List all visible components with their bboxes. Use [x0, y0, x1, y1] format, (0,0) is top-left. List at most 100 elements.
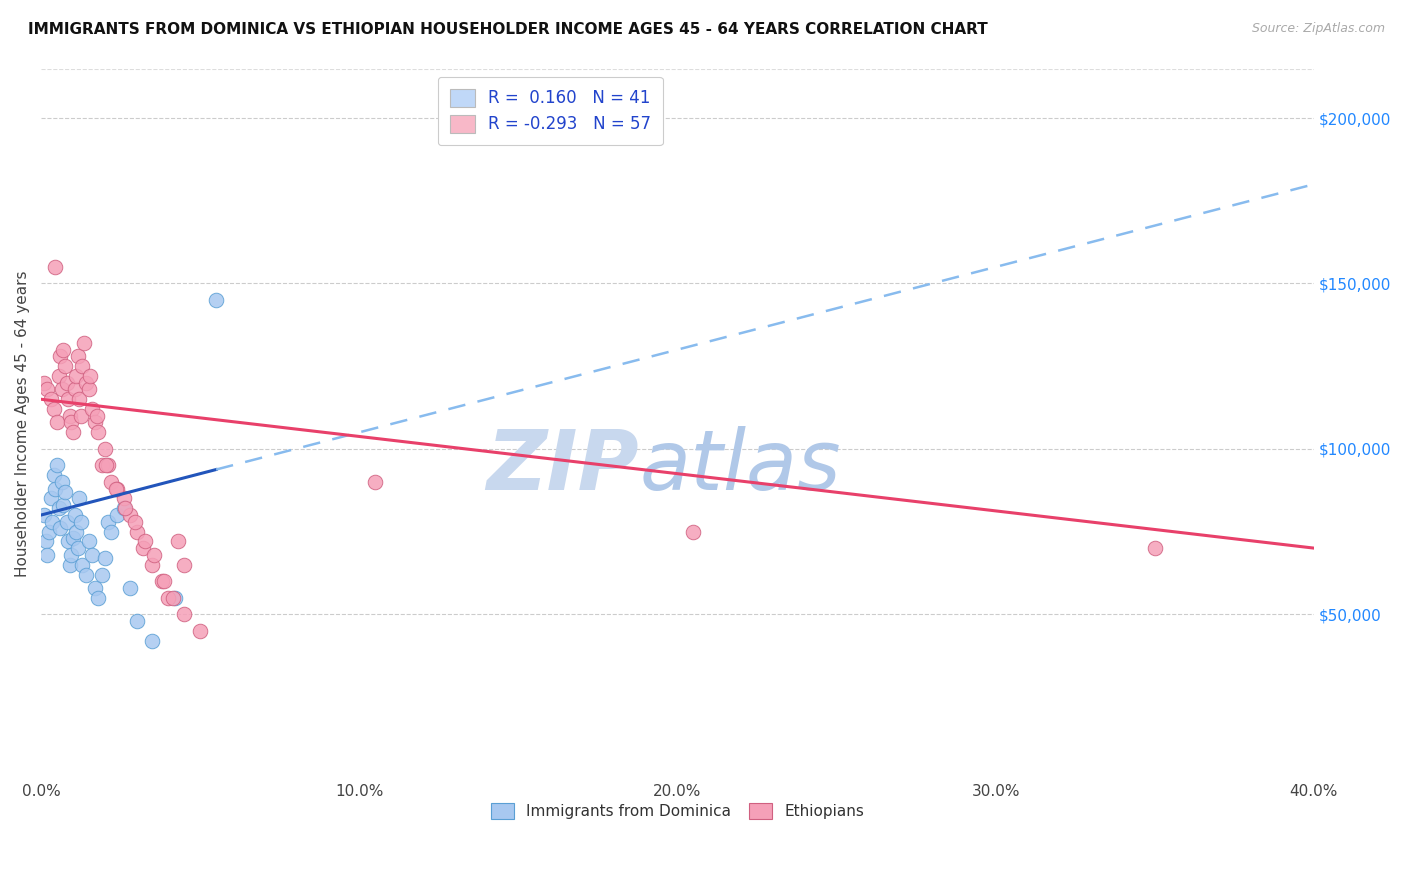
Point: [75, 376, 97, 390]
Point: [34, 376, 56, 390]
Point: [55, 515, 77, 529]
Point: [84, 416, 107, 430]
Point: [143, 548, 166, 562]
Point: [364, 475, 387, 489]
Point: [100, 524, 122, 539]
Point: [104, 482, 127, 496]
Point: [93, 551, 115, 566]
Point: [114, 501, 136, 516]
Text: Source: ZipAtlas.com: Source: ZipAtlas.com: [1251, 22, 1385, 36]
Point: [72, 359, 94, 374]
Point: [52, 343, 75, 357]
Point: [87, 425, 110, 440]
Point: [75, 567, 97, 582]
Point: [63, 508, 86, 522]
Text: ZIP: ZIP: [486, 426, 640, 508]
Point: [125, 614, 148, 628]
Point: [150, 574, 173, 589]
Point: [70, 515, 93, 529]
Point: [73, 336, 96, 351]
Point: [59, 558, 82, 572]
Point: [188, 624, 211, 638]
Legend: Immigrants from Dominica, Ethiopians: Immigrants from Dominica, Ethiopians: [485, 797, 870, 825]
Point: [84, 581, 107, 595]
Point: [86, 409, 108, 423]
Point: [55, 376, 77, 390]
Point: [90, 458, 112, 473]
Point: [152, 574, 174, 589]
Point: [46, 416, 69, 430]
Point: [77, 382, 100, 396]
Point: [173, 558, 195, 572]
Point: [80, 548, 103, 562]
Text: IMMIGRANTS FROM DOMINICA VS ETHIOPIAN HOUSEHOLDER INCOME AGES 45 - 64 YEARS CORR: IMMIGRANTS FROM DOMINICA VS ETHIOPIAN HO…: [28, 22, 988, 37]
Point: [56, 534, 79, 549]
Point: [125, 524, 148, 539]
Point: [53, 359, 76, 374]
Point: [39, 491, 62, 506]
Point: [60, 548, 83, 562]
Point: [141, 633, 163, 648]
Point: [42, 468, 65, 483]
Point: [49, 521, 72, 535]
Point: [53, 484, 76, 499]
Point: [70, 409, 93, 423]
Point: [66, 349, 89, 363]
Point: [35, 534, 58, 549]
Point: [65, 369, 87, 384]
Point: [107, 482, 129, 496]
Point: [42, 402, 65, 417]
Point: [682, 524, 704, 539]
Point: [48, 501, 70, 516]
Point: [46, 458, 69, 473]
Point: [51, 475, 73, 489]
Point: [112, 501, 135, 516]
Point: [72, 558, 94, 572]
Point: [93, 442, 115, 456]
Point: [124, 515, 146, 529]
Point: [67, 392, 90, 407]
Point: [65, 524, 87, 539]
Point: [163, 591, 186, 605]
Point: [51, 382, 73, 396]
Point: [112, 491, 135, 506]
Point: [120, 581, 142, 595]
Point: [79, 369, 101, 384]
Point: [67, 491, 90, 506]
Point: [44, 260, 66, 274]
Point: [63, 382, 86, 396]
Point: [205, 293, 228, 307]
Point: [59, 409, 82, 423]
Point: [157, 591, 180, 605]
Point: [97, 515, 120, 529]
Point: [37, 548, 59, 562]
Text: atlas: atlas: [640, 426, 841, 508]
Point: [90, 567, 112, 582]
Y-axis label: Householder Income Ages 45 - 64 years: Householder Income Ages 45 - 64 years: [15, 271, 30, 577]
Point: [62, 425, 84, 440]
Point: [97, 458, 120, 473]
Point: [34, 508, 56, 522]
Point: [52, 498, 75, 512]
Point: [167, 534, 190, 549]
Point: [66, 541, 89, 555]
Point: [96, 458, 118, 473]
Point: [132, 541, 155, 555]
Point: [100, 475, 122, 489]
Point: [173, 607, 195, 622]
Point: [80, 402, 103, 417]
Point: [134, 534, 156, 549]
Point: [120, 508, 142, 522]
Point: [162, 591, 184, 605]
Point: [37, 382, 59, 396]
Point: [41, 515, 63, 529]
Point: [62, 531, 84, 545]
Point: [77, 534, 100, 549]
Point: [60, 416, 83, 430]
Point: [39, 392, 62, 407]
Point: [44, 482, 66, 496]
Point: [49, 349, 72, 363]
Point: [107, 508, 129, 522]
Point: [48, 369, 70, 384]
Point: [141, 558, 163, 572]
